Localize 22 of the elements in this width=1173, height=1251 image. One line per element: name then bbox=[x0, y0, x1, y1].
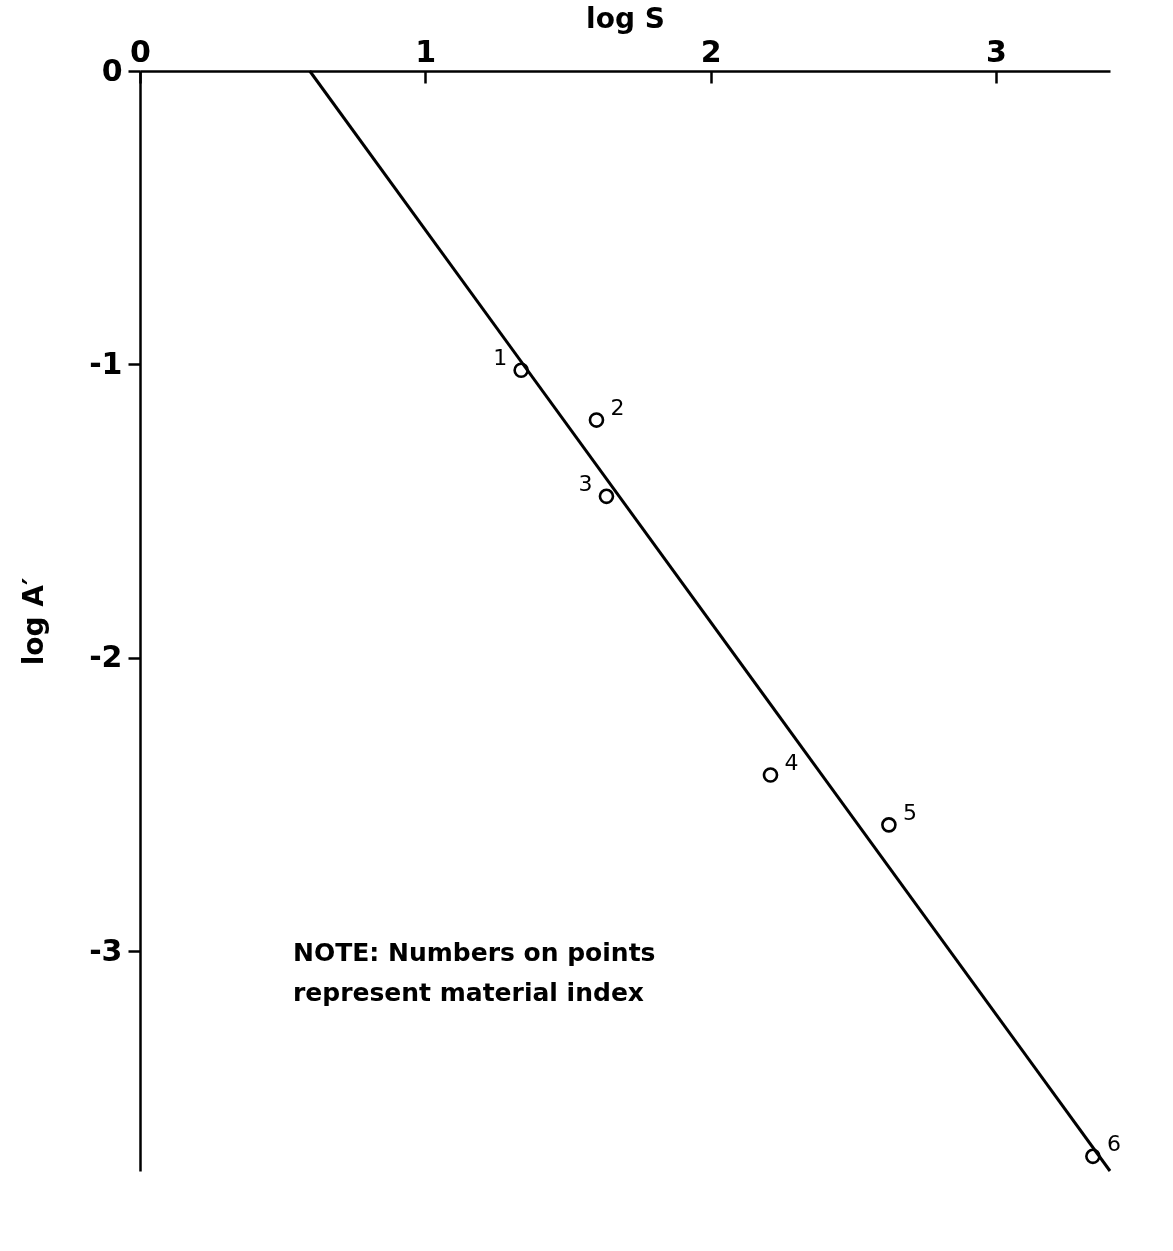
annotation: 2 bbox=[610, 395, 625, 421]
x-tick-label: 0 bbox=[130, 33, 151, 69]
x-tick-label: 2 bbox=[700, 33, 722, 69]
x-axis-title: log S bbox=[586, 1, 665, 35]
y-axis-title: log A′ bbox=[17, 577, 51, 666]
annotation: 4 bbox=[784, 750, 799, 775]
point bbox=[762, 767, 779, 783]
x-tick-label: 1 bbox=[415, 33, 437, 69]
point bbox=[588, 412, 605, 428]
point bbox=[513, 362, 529, 379]
point bbox=[881, 817, 897, 833]
y-tick-label: -3 bbox=[89, 932, 123, 968]
annotation: 5 bbox=[902, 799, 917, 825]
y-tick-label: -1 bbox=[89, 345, 123, 381]
point bbox=[598, 488, 615, 505]
annotation: NOTE: Numbers on points represent material index bbox=[293, 938, 656, 1007]
y-tick-label: -2 bbox=[89, 639, 123, 675]
annotation: 6 bbox=[1106, 1131, 1121, 1157]
point bbox=[1085, 1148, 1101, 1165]
annotation: 1 bbox=[493, 345, 508, 371]
annotation: 3 bbox=[578, 471, 593, 497]
x-tick-label: 3 bbox=[985, 33, 1007, 69]
